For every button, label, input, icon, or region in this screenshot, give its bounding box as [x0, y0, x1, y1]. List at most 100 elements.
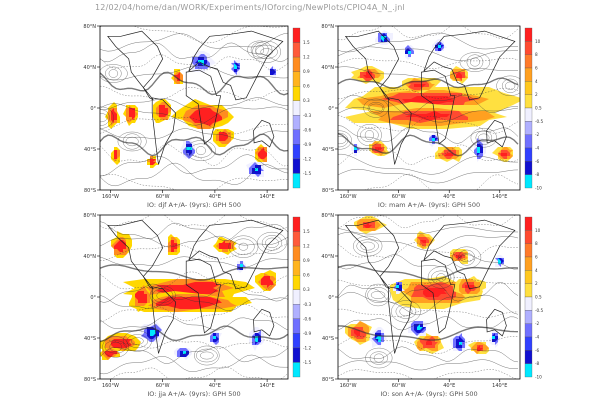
contour-line	[100, 325, 288, 343]
colorbar-label: -0.6	[303, 127, 312, 132]
contour-line	[338, 87, 519, 100]
contour-ring	[232, 238, 255, 255]
contour-ring	[255, 44, 265, 55]
positive-anomaly-region	[420, 240, 426, 243]
colorbar-swatch	[524, 296, 533, 311]
contour-line	[100, 294, 288, 312]
contour-ring	[364, 130, 375, 141]
contour-line	[338, 46, 519, 61]
x-tick-label: 140°E	[492, 194, 507, 200]
colorbar-swatch	[524, 161, 533, 175]
contour-ring	[367, 101, 385, 115]
continent-outline	[151, 97, 177, 165]
contour-ring	[501, 78, 519, 93]
y-tick-label: 80°S	[322, 377, 334, 383]
contour-ring	[109, 341, 122, 352]
y-tick-label: 80°S	[84, 188, 96, 194]
panel-mam: 80°N 40°N 0° 40°S 80°S 160°W 60°W 40°E 140°E IO: …	[321, 24, 543, 209]
negative-anomaly-region	[381, 36, 387, 42]
x-tick-label: 60°W	[392, 194, 406, 200]
contour-ring	[105, 66, 122, 81]
colorbar-label: -1.2	[303, 345, 312, 350]
contour-ring	[149, 285, 176, 306]
x-tick-label: 160°W	[340, 194, 357, 200]
contour-line	[338, 168, 519, 184]
negative-anomaly-region	[492, 336, 495, 342]
continent-outline	[421, 258, 456, 334]
colorbar-label: 0.5	[535, 295, 542, 300]
negative-anomaly-region	[375, 336, 381, 342]
contour-ring	[100, 106, 114, 129]
contour-ring	[478, 133, 490, 142]
colorbar-swatch	[524, 134, 533, 149]
contour-line	[338, 94, 518, 115]
positive-anomaly-region	[114, 153, 117, 156]
positive-anomaly-region	[375, 147, 381, 150]
colorbar-swatch	[292, 333, 301, 349]
y-tick-label: 40°N	[321, 65, 334, 71]
contour-ring	[104, 340, 127, 354]
colorbar-label: -1.5	[303, 360, 312, 365]
colorbar-label: -0.9	[303, 331, 312, 336]
contour-ring	[391, 300, 421, 323]
contour-line	[100, 85, 288, 102]
colorbar-swatch	[524, 81, 533, 95]
colorbar-label: -4	[535, 335, 540, 340]
colorbar-swatch	[292, 71, 301, 87]
contour-ring	[399, 306, 413, 317]
colorbar-label: 1.5	[303, 229, 310, 234]
colorbar-label: -6	[535, 348, 540, 353]
contour-ring	[196, 348, 218, 363]
positive-anomaly-region	[150, 159, 153, 162]
colorbar-label: -2	[535, 321, 540, 326]
continent-outline	[486, 308, 507, 337]
colorbar-label: 10	[535, 39, 541, 44]
x-tick-label: 160°W	[340, 383, 357, 389]
y-tick-label: 80°S	[322, 188, 334, 194]
negative-anomaly-region	[147, 330, 156, 336]
colorbar-label: -0.5	[535, 119, 544, 124]
contour-line	[338, 77, 519, 90]
x-tick-label: 140°E	[260, 383, 275, 389]
contour-line	[100, 304, 288, 323]
contour-ring	[496, 75, 520, 96]
colorbar-label: 1.2	[303, 55, 310, 60]
colorbar-swatch	[524, 121, 533, 135]
contour-line	[100, 256, 288, 268]
contour-ring	[185, 140, 217, 162]
panel-title: IO: son A+/A- (9yrs): GPH 500	[380, 390, 477, 398]
negative-anomaly-region	[396, 285, 399, 288]
contour-ring	[126, 334, 149, 348]
x-tick-label: 40°E	[209, 383, 221, 389]
contour-line	[338, 346, 519, 363]
colorbar-swatch	[524, 323, 533, 338]
colorbar-label: -8	[535, 172, 540, 177]
contour-ring	[427, 266, 455, 289]
colorbar-swatch	[292, 216, 301, 232]
contour-ring	[436, 273, 446, 282]
colorbar-label: -0.9	[303, 142, 312, 147]
y-tick-label: 40°S	[322, 336, 334, 342]
y-tick-label: 40°N	[321, 254, 334, 260]
contour-line	[338, 308, 519, 318]
colorbar-label: -0.3	[303, 302, 312, 307]
colorbar-swatch	[292, 27, 301, 43]
negative-anomaly-region	[255, 168, 258, 171]
contour-ring	[370, 291, 386, 299]
contour-ring	[505, 81, 516, 90]
colorbar-swatch	[524, 27, 533, 42]
contour-ring	[356, 124, 382, 147]
continent-outline	[185, 69, 222, 145]
contour-line	[338, 232, 519, 251]
contour-ring	[108, 69, 119, 78]
contour-line	[100, 215, 288, 230]
colorbar-swatch	[292, 173, 301, 189]
colorbar-swatch	[292, 289, 301, 305]
contour-ring	[102, 336, 129, 358]
continent-outline	[188, 30, 284, 101]
negative-anomaly-region	[240, 264, 243, 267]
x-tick-label: 160°W	[102, 194, 119, 200]
contour-ring	[261, 235, 283, 251]
positive-anomaly-region	[363, 222, 372, 228]
contour-line	[100, 243, 288, 261]
